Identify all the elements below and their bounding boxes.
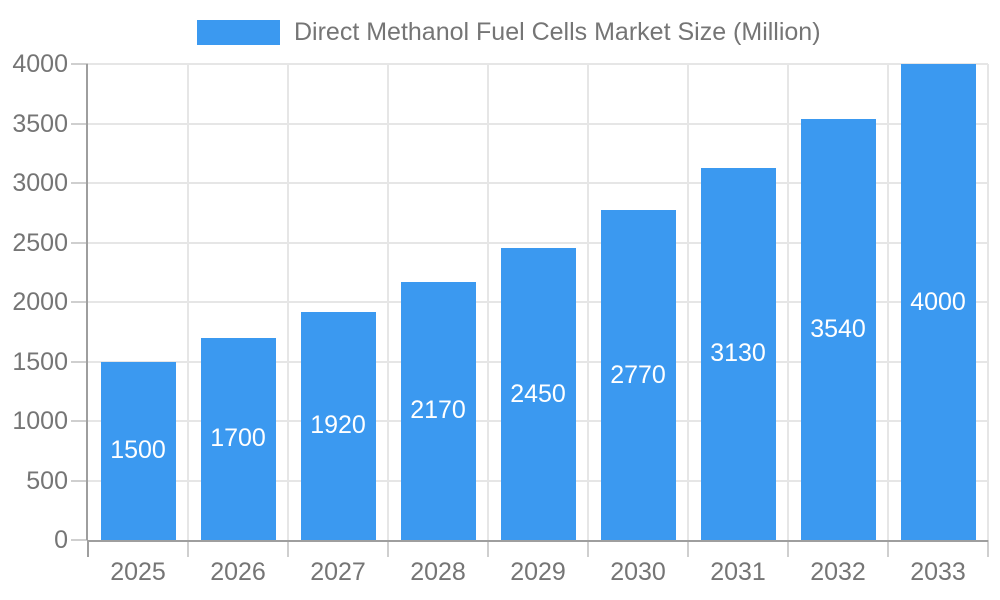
x-axis-tick (387, 540, 389, 557)
y-gridline (88, 122, 988, 125)
bar-2031[interactable]: 3130 (700, 167, 776, 540)
x-axis-tick (687, 540, 689, 557)
y-axis-tick (71, 63, 88, 65)
y-axis-label: 2500 (12, 228, 68, 257)
x-axis-tick (287, 540, 289, 557)
legend-item[interactable]: Direct Methanol Fuel Cells Market Size (… (197, 18, 821, 46)
legend-swatch (197, 20, 280, 45)
y-axis-line (86, 64, 88, 540)
bar-2026[interactable]: 1700 (200, 337, 276, 540)
x-gridline (387, 64, 389, 540)
x-axis-line (88, 540, 988, 542)
y-axis-label: 1000 (12, 407, 68, 435)
bar-2030[interactable]: 2770 (600, 210, 676, 540)
bar-2028[interactable]: 2170 (400, 281, 476, 540)
x-gridline (787, 64, 789, 540)
x-axis-label-2025: 2025 (110, 558, 166, 586)
x-axis-label-2031: 2031 (710, 558, 766, 586)
y-axis-tick (71, 241, 88, 244)
x-axis-label-2028: 2028 (410, 558, 466, 586)
bar-value-label: 1500 (110, 436, 166, 465)
y-axis-label: 0 (54, 526, 68, 554)
y-gridline (88, 241, 988, 244)
x-axis-label-2027: 2027 (310, 558, 366, 586)
y-axis-label: 1500 (12, 347, 68, 376)
legend-label: Direct Methanol Fuel Cells Market Size (… (294, 18, 821, 46)
x-axis-tick (787, 540, 789, 557)
x-gridline (687, 64, 689, 540)
x-axis-tick (187, 540, 189, 557)
y-axis-tick (71, 420, 88, 422)
bar-value-label: 1700 (210, 424, 266, 453)
x-gridline (187, 64, 189, 540)
x-axis-tick (487, 540, 489, 557)
y-gridline (88, 63, 988, 65)
y-axis-tick (71, 539, 88, 541)
x-axis-label-2029: 2029 (510, 558, 566, 586)
x-axis-label-2030: 2030 (610, 558, 666, 586)
bar-2032[interactable]: 3540 (800, 118, 876, 540)
bar-value-label: 3130 (710, 339, 766, 368)
x-axis-tick (87, 540, 89, 557)
bar-value-label: 4000 (910, 287, 966, 316)
x-gridline (587, 64, 589, 540)
y-axis-tick (71, 479, 88, 482)
bar-2025[interactable]: 1500 (100, 361, 176, 540)
bar-value-label: 2770 (610, 360, 666, 389)
x-axis-label-2032: 2032 (810, 558, 866, 586)
y-axis-label: 3500 (12, 109, 68, 138)
y-axis-tick (71, 301, 88, 303)
bar-2027[interactable]: 1920 (300, 311, 376, 540)
y-axis-label: 4000 (12, 50, 68, 78)
x-gridline (487, 64, 489, 540)
x-axis-label-2026: 2026 (210, 558, 266, 586)
x-axis-tick (587, 540, 589, 557)
y-axis-label: 3000 (12, 169, 68, 197)
bar-2029[interactable]: 2450 (500, 248, 576, 540)
bar-value-label: 1920 (310, 411, 366, 440)
x-axis-tick (987, 540, 989, 557)
bar-value-label: 3540 (810, 314, 866, 343)
y-gridline (88, 182, 988, 184)
y-axis-tick (71, 122, 88, 125)
x-axis-tick (887, 540, 889, 557)
x-axis-label-2033: 2033 (910, 558, 966, 586)
y-axis-tick (71, 360, 88, 363)
x-gridline (287, 64, 289, 540)
y-axis-label: 500 (26, 466, 68, 495)
x-gridline (887, 64, 889, 540)
bar-2033[interactable]: 4000 (900, 64, 976, 540)
bar-value-label: 2450 (510, 379, 566, 408)
x-gridline (987, 64, 989, 540)
bar-value-label: 2170 (410, 396, 466, 425)
y-axis-tick (71, 182, 88, 184)
y-axis-label: 2000 (12, 288, 68, 316)
